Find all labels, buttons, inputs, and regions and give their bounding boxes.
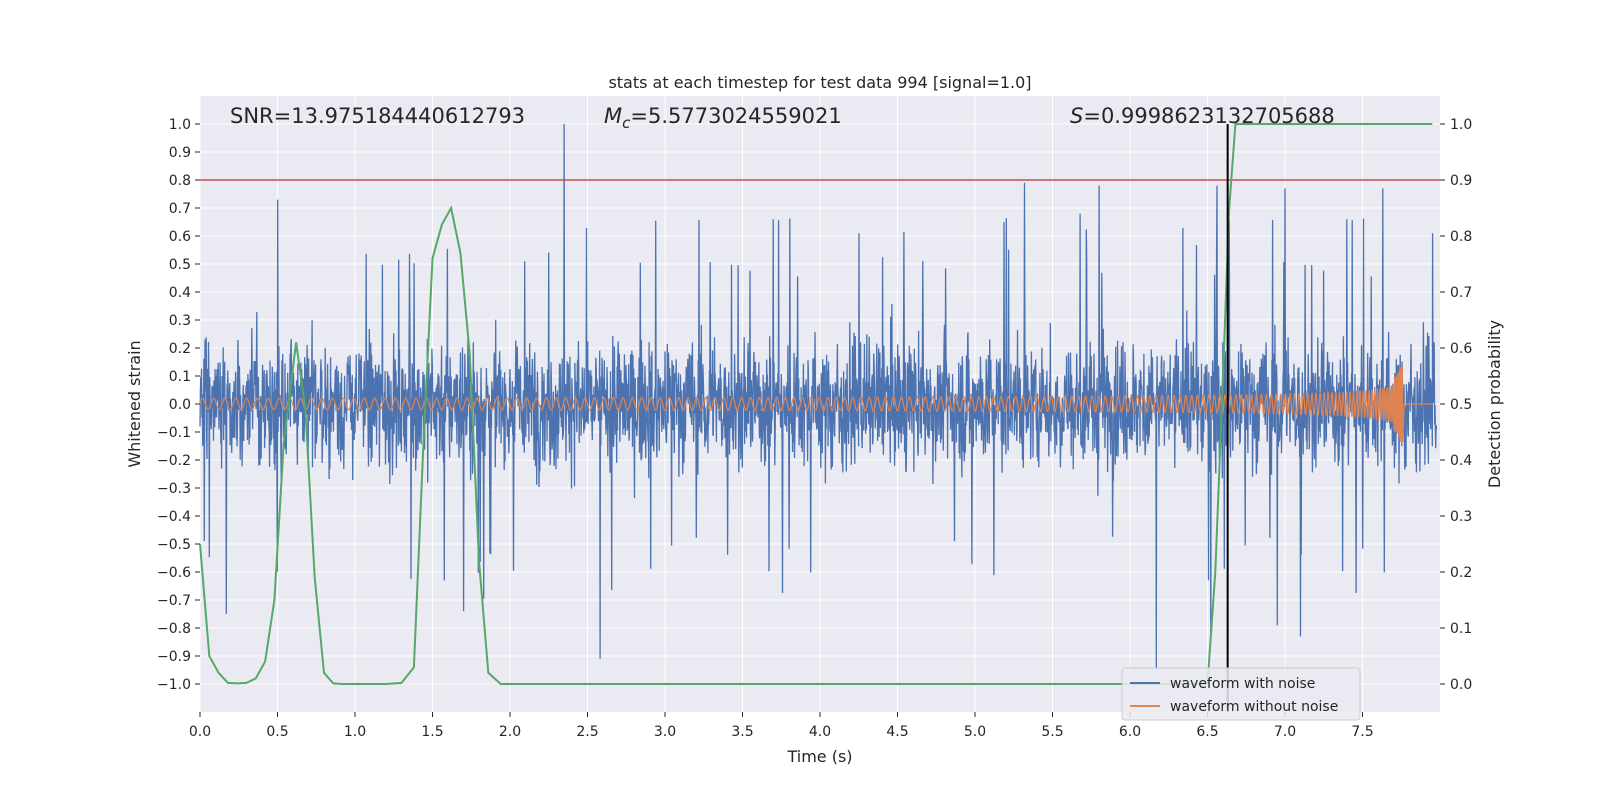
y-tick-label: 0.1 bbox=[169, 369, 191, 385]
score-annotation: S=0.9998623132705688 bbox=[1070, 104, 1335, 128]
x-axis-label: Time (s) bbox=[786, 747, 852, 766]
y-tick-label: 0.6 bbox=[169, 229, 191, 245]
y2-tick-label: 0.3 bbox=[1450, 509, 1472, 525]
y2-tick-label: 0.5 bbox=[1450, 397, 1472, 413]
x-tick-label: 6.5 bbox=[1196, 724, 1218, 740]
x-tick-label: 1.5 bbox=[421, 724, 443, 740]
y2-tick-label: 0.1 bbox=[1450, 621, 1472, 637]
chirp-series bbox=[199, 364, 1433, 444]
y2-tick-label: 0.9 bbox=[1450, 173, 1472, 189]
noise-series bbox=[199, 123, 1438, 671]
y-tick-label: −0.3 bbox=[157, 481, 191, 497]
x-tick-label: 5.0 bbox=[964, 724, 986, 740]
y-tick-label: 0.5 bbox=[169, 257, 191, 273]
y-tick-label: 0.4 bbox=[169, 285, 191, 301]
y2-tick-label: 0.4 bbox=[1450, 453, 1472, 469]
x-tick-label: 6.0 bbox=[1119, 724, 1141, 740]
y-tick-label: −1.0 bbox=[157, 677, 191, 693]
x-tick-label: 7.5 bbox=[1351, 724, 1373, 740]
y-tick-label: 0.3 bbox=[169, 313, 191, 329]
x-tick-label: 0.0 bbox=[189, 724, 211, 740]
axis-ticks: 0.0 0.5 1.0 1.5 2.0 2.5 3.0 3.5 4.0 4.5 5.0 5.5 6.0 6… bbox=[157, 117, 1472, 740]
s-value: =0.9998623132705688 bbox=[1083, 104, 1334, 128]
x-tick-label: 2.5 bbox=[576, 724, 598, 740]
x-tick-label: 3.5 bbox=[731, 724, 753, 740]
y2-tick-label: 0.6 bbox=[1450, 341, 1472, 357]
x-tick-label: 3.0 bbox=[654, 724, 676, 740]
legend-label-clean: waveform without noise bbox=[1170, 699, 1338, 715]
y2-tick-label: 0.2 bbox=[1450, 565, 1472, 581]
y-tick-label: 0.9 bbox=[169, 145, 191, 161]
y-tick-label: −0.1 bbox=[157, 425, 191, 441]
y-tick-label: −0.6 bbox=[157, 565, 191, 581]
mc-subscript: c bbox=[622, 114, 631, 132]
chart-title: stats at each timestep for test data 994… bbox=[608, 73, 1031, 92]
x-tick-label: 0.5 bbox=[266, 724, 288, 740]
y2-tick-label: 0.8 bbox=[1450, 229, 1472, 245]
y-tick-label: −0.7 bbox=[157, 593, 191, 609]
x-tick-label: 5.5 bbox=[1041, 724, 1063, 740]
y-tick-label: −0.4 bbox=[157, 509, 191, 525]
mc-symbol: M bbox=[604, 104, 622, 128]
legend-label-noise: waveform with noise bbox=[1170, 676, 1315, 692]
y2-tick-label: 0.7 bbox=[1450, 285, 1472, 301]
probability-line bbox=[199, 123, 1433, 685]
y-tick-label: −0.2 bbox=[157, 453, 191, 469]
snr-annotation: SNR=13.975184440612793 bbox=[230, 104, 525, 128]
y2-tick-label: 0.0 bbox=[1450, 677, 1472, 693]
mc-value: =5.5773024559021 bbox=[630, 104, 841, 128]
y-tick-label: −0.9 bbox=[157, 649, 191, 665]
x-tick-label: 1.0 bbox=[344, 724, 366, 740]
x-tick-label: 4.0 bbox=[809, 724, 831, 740]
legend-box bbox=[1121, 667, 1361, 721]
noise-waveform-line bbox=[199, 123, 1438, 671]
y-tick-label: 1.0 bbox=[169, 117, 191, 133]
y2-tick-label: 1.0 bbox=[1450, 117, 1472, 133]
x-tick-label: 4.5 bbox=[886, 724, 908, 740]
y-axis-label: Whitened strain bbox=[125, 340, 144, 467]
y-tick-label: −0.5 bbox=[157, 537, 191, 553]
chirp-mass-annotation: Mc=5.5773024559021 bbox=[604, 104, 842, 132]
s-symbol: S bbox=[1070, 104, 1083, 128]
legend: waveform with noise waveform without noi… bbox=[1121, 667, 1361, 721]
y-tick-label: 0.0 bbox=[169, 397, 191, 413]
y-tick-label: 0.8 bbox=[169, 173, 191, 189]
y-tick-label: −0.8 bbox=[157, 621, 191, 637]
x-tick-label: 7.0 bbox=[1274, 724, 1296, 740]
clean-waveform-line bbox=[199, 364, 1433, 444]
x-tick-label: 2.0 bbox=[499, 724, 521, 740]
y-tick-label: 0.7 bbox=[169, 201, 191, 217]
y-tick-label: 0.2 bbox=[169, 341, 191, 357]
y2-axis-label: Detection probability bbox=[1485, 320, 1504, 488]
